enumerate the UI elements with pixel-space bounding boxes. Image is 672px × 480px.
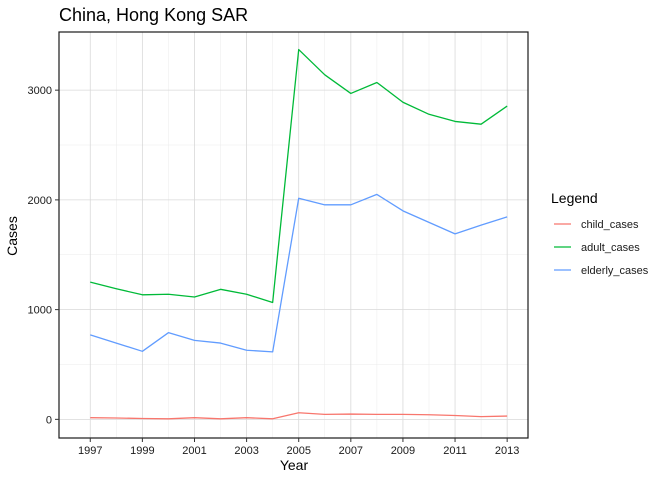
x-tick-label: 2009 xyxy=(391,445,415,457)
x-tick-label: 2005 xyxy=(286,445,310,457)
x-tick-label: 2007 xyxy=(339,445,363,457)
series-line-elderly-cases xyxy=(90,193,508,353)
y-axis-title: Cases xyxy=(4,216,20,256)
legend-label-child-cases: child_cases xyxy=(581,219,639,231)
y-tick-label: 0 xyxy=(46,414,52,426)
legend-label-adult-cases: adult_cases xyxy=(581,242,640,254)
chart-title: China, Hong Kong SAR xyxy=(59,5,248,25)
y-tick-label: 2000 xyxy=(28,195,52,207)
series-line-adult-cases xyxy=(90,48,508,304)
x-tick-label: 2003 xyxy=(234,445,258,457)
plot-area: 1997 1999 2001 2003 2005 2007 2009 2011 2013 0 100… xyxy=(28,31,529,457)
x-tick-label: 2013 xyxy=(495,445,519,457)
legend-title: Legend xyxy=(551,190,598,206)
series-line-child-cases xyxy=(90,412,508,420)
x-tick-label: 2001 xyxy=(182,445,206,457)
y-tick-label: 3000 xyxy=(28,85,52,97)
x-tick-label: 1997 xyxy=(78,445,102,457)
x-tick-label: 1999 xyxy=(130,445,154,457)
x-axis-title: Year xyxy=(280,457,309,473)
y-tick-label: 1000 xyxy=(28,305,52,317)
x-tick-label: 2011 xyxy=(443,445,467,457)
legend-label-elderly-cases: elderly_cases xyxy=(581,265,649,277)
plot-panel xyxy=(59,32,528,438)
plot-border xyxy=(58,31,529,439)
legend: Legend child_cases adult_cases elderly_cas… xyxy=(551,190,649,277)
